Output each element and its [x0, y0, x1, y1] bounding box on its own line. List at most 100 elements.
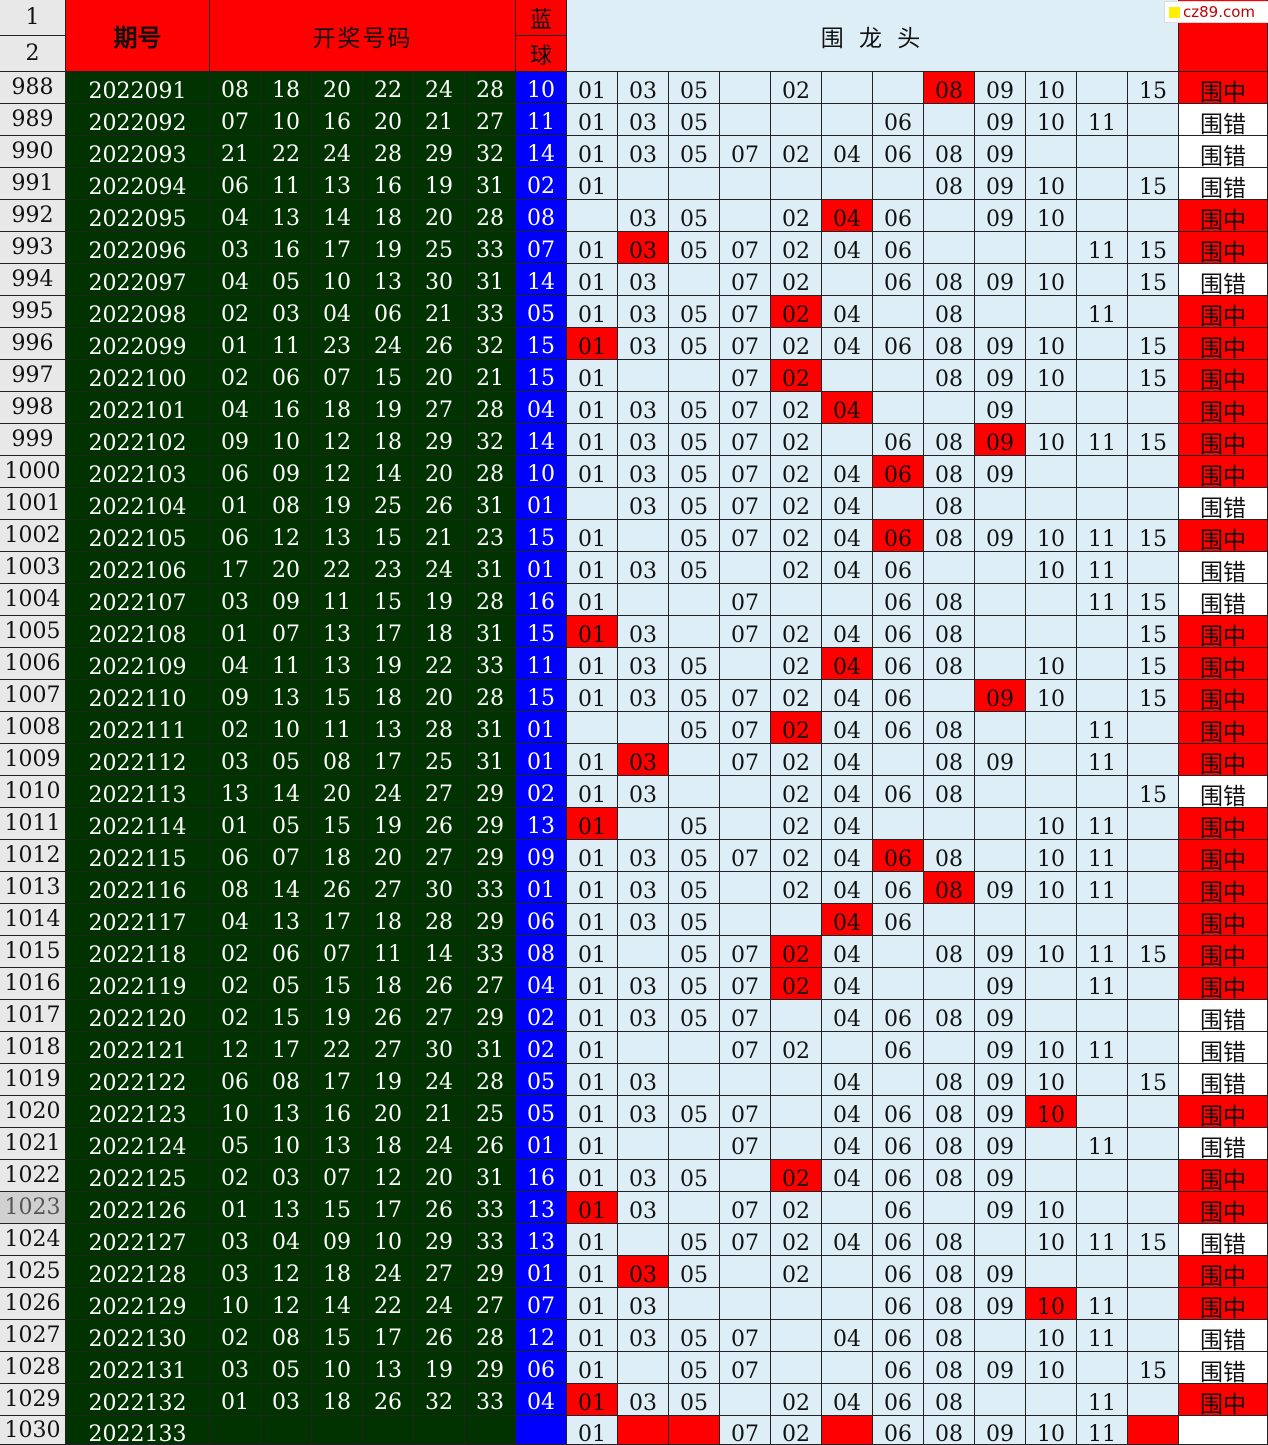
row-header[interactable]: 994 — [0, 264, 66, 296]
pick-cell[interactable] — [975, 904, 1026, 936]
pick-cell[interactable] — [669, 1064, 720, 1096]
pick-cell[interactable]: 09 — [975, 104, 1026, 136]
pick-cell[interactable] — [1077, 616, 1128, 648]
pick-cell[interactable]: 10 — [1026, 648, 1077, 680]
red-ball-cell[interactable]: 19 — [363, 808, 414, 840]
period-cell[interactable]: 2022132 — [66, 1384, 210, 1416]
pick-cell-hit[interactable]: 03 — [618, 232, 669, 264]
pick-cell[interactable]: 05 — [669, 1224, 720, 1256]
red-ball-cell[interactable]: 13 — [312, 168, 363, 200]
period-cell[interactable]: 2022101 — [66, 392, 210, 424]
red-ball-cell[interactable]: 13 — [261, 904, 312, 936]
red-ball-cell[interactable]: 12 — [363, 1160, 414, 1192]
pick-cell[interactable]: 05 — [669, 552, 720, 584]
result-cell[interactable]: 围中 — [1179, 456, 1268, 488]
blue-ball-cell[interactable]: 05 — [516, 296, 567, 328]
row-header[interactable]: 1012 — [0, 840, 66, 872]
result-cell[interactable]: 围中 — [1179, 392, 1268, 424]
red-ball-cell[interactable]: 30 — [414, 872, 465, 904]
red-ball-cell[interactable]: 26 — [414, 968, 465, 1000]
draw-numbers-header[interactable]: 开奖号码 — [210, 0, 516, 72]
pick-cell[interactable] — [771, 904, 822, 936]
pick-cell[interactable]: 11 — [1077, 232, 1128, 264]
pick-cell[interactable] — [669, 1192, 720, 1224]
pick-cell[interactable]: 02 — [771, 424, 822, 456]
pick-cell[interactable]: 03 — [618, 648, 669, 680]
row-header[interactable]: 1003 — [0, 552, 66, 584]
red-ball-cell[interactable]: 31 — [465, 552, 516, 584]
pick-cell[interactable]: 15 — [1128, 648, 1179, 680]
red-ball-cell[interactable]: 18 — [414, 616, 465, 648]
period-cell[interactable]: 2022093 — [66, 136, 210, 168]
pick-cell[interactable]: 06 — [873, 1320, 924, 1352]
pick-cell-hit[interactable]: 04 — [822, 200, 873, 232]
red-ball-cell[interactable]: 19 — [363, 392, 414, 424]
red-ball-cell[interactable]: 08 — [261, 1064, 312, 1096]
pick-cell[interactable] — [1026, 488, 1077, 520]
red-ball-cell[interactable]: 21 — [465, 360, 516, 392]
red-ball-cell[interactable]: 03 — [210, 232, 261, 264]
pick-cell[interactable] — [1128, 392, 1179, 424]
red-ball-cell[interactable]: 28 — [465, 1320, 516, 1352]
pick-cell[interactable]: 04 — [822, 1128, 873, 1160]
red-ball-cell[interactable]: 01 — [210, 1192, 261, 1224]
pick-cell[interactable]: 11 — [1077, 1128, 1128, 1160]
result-cell[interactable]: 围中 — [1179, 200, 1268, 232]
blue-ball-cell[interactable]: 13 — [516, 808, 567, 840]
red-ball-cell[interactable]: 11 — [261, 168, 312, 200]
blue-ball-cell[interactable]: 08 — [516, 936, 567, 968]
pick-cell[interactable]: 02 — [771, 72, 822, 104]
period-column-header[interactable]: 期号 — [66, 0, 210, 72]
period-cell[interactable]: 2022104 — [66, 488, 210, 520]
pick-cell-hit[interactable] — [669, 1416, 720, 1445]
pick-cell[interactable]: 01 — [567, 904, 618, 936]
red-ball-cell[interactable]: 03 — [210, 1224, 261, 1256]
blue-ball-cell[interactable]: 10 — [516, 456, 567, 488]
pick-cell[interactable]: 15 — [1128, 72, 1179, 104]
pick-cell[interactable] — [669, 1128, 720, 1160]
pick-cell[interactable] — [822, 1352, 873, 1384]
pick-cell[interactable] — [975, 712, 1026, 744]
blue-ball-cell[interactable]: 11 — [516, 104, 567, 136]
result-cell[interactable]: 围错 — [1179, 264, 1268, 296]
red-ball-cell[interactable]: 13 — [210, 776, 261, 808]
red-ball-cell[interactable]: 08 — [261, 1320, 312, 1352]
red-ball-cell[interactable]: 02 — [210, 968, 261, 1000]
result-cell[interactable]: 围中 — [1179, 424, 1268, 456]
pick-cell[interactable]: 09 — [975, 520, 1026, 552]
blue-ball-cell[interactable]: 04 — [516, 968, 567, 1000]
pick-cell[interactable]: 15 — [1128, 680, 1179, 712]
pick-cell[interactable]: 06 — [873, 872, 924, 904]
pick-cell[interactable]: 08 — [924, 168, 975, 200]
pick-cell[interactable] — [1077, 136, 1128, 168]
pick-cell[interactable] — [1128, 488, 1179, 520]
red-ball-cell[interactable]: 19 — [414, 584, 465, 616]
pick-cell[interactable]: 01 — [567, 1224, 618, 1256]
pick-cell[interactable]: 15 — [1128, 1352, 1179, 1384]
pick-cell[interactable]: 05 — [669, 1000, 720, 1032]
row-header[interactable]: 1022 — [0, 1160, 66, 1192]
pick-cell[interactable]: 01 — [567, 1352, 618, 1384]
pick-cell-hit[interactable]: 02 — [771, 968, 822, 1000]
pick-cell[interactable] — [1128, 712, 1179, 744]
pick-cell[interactable]: 03 — [618, 552, 669, 584]
red-ball-cell[interactable]: 05 — [261, 808, 312, 840]
pick-cell[interactable]: 09 — [975, 872, 1026, 904]
red-ball-cell[interactable]: 18 — [363, 904, 414, 936]
pick-cell[interactable] — [873, 968, 924, 1000]
row-header[interactable]: 997 — [0, 360, 66, 392]
red-ball-cell[interactable] — [363, 1416, 414, 1445]
pick-cell[interactable]: 01 — [567, 1416, 618, 1445]
red-ball-cell[interactable]: 08 — [210, 872, 261, 904]
red-ball-cell[interactable]: 18 — [363, 424, 414, 456]
pick-cell[interactable] — [975, 776, 1026, 808]
result-cell[interactable]: 围中 — [1179, 520, 1268, 552]
pick-cell[interactable] — [771, 168, 822, 200]
pick-cell[interactable]: 07 — [720, 1032, 771, 1064]
blue-ball-cell[interactable]: 02 — [516, 1032, 567, 1064]
pick-cell[interactable]: 08 — [924, 1352, 975, 1384]
pick-cell[interactable]: 08 — [924, 1064, 975, 1096]
red-ball-cell[interactable]: 15 — [312, 680, 363, 712]
blue-ball-cell[interactable]: 10 — [516, 72, 567, 104]
period-cell[interactable]: 2022127 — [66, 1224, 210, 1256]
